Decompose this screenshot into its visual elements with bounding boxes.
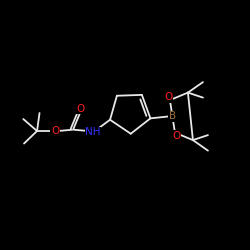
Text: O: O bbox=[76, 104, 85, 114]
Text: NH: NH bbox=[85, 127, 101, 137]
Text: B: B bbox=[169, 111, 176, 121]
Text: O: O bbox=[172, 130, 180, 140]
Text: O: O bbox=[51, 126, 59, 136]
Text: O: O bbox=[164, 92, 173, 102]
